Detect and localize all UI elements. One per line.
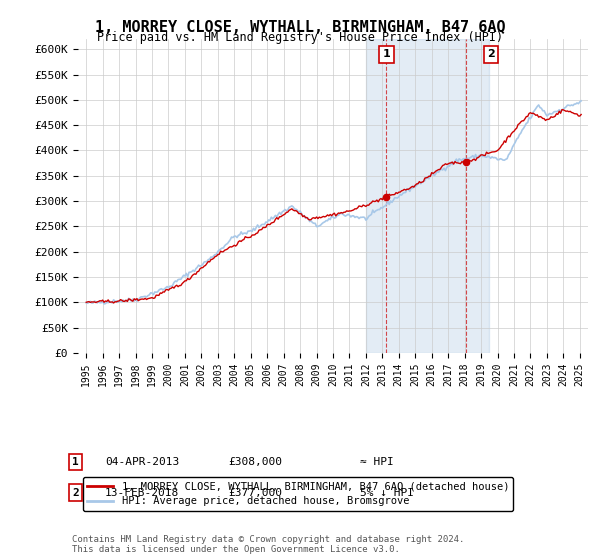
Point	[461, 157, 471, 166]
Legend: 1, MORREY CLOSE, WYTHALL, BIRMINGHAM, B47 6AQ (detached house), HPI: Average pri: 1, MORREY CLOSE, WYTHALL, BIRMINGHAM, B4…	[83, 477, 514, 511]
Text: 13-FEB-2018: 13-FEB-2018	[105, 488, 179, 498]
Text: 04-APR-2013: 04-APR-2013	[105, 457, 179, 467]
Text: Contains HM Land Registry data © Crown copyright and database right 2024.
This d: Contains HM Land Registry data © Crown c…	[72, 535, 464, 554]
Text: Price paid vs. HM Land Registry's House Price Index (HPI): Price paid vs. HM Land Registry's House …	[97, 31, 503, 44]
Text: £308,000: £308,000	[228, 457, 282, 467]
Text: £377,000: £377,000	[228, 488, 282, 498]
Text: 2: 2	[487, 49, 495, 59]
Text: 5% ↓ HPI: 5% ↓ HPI	[360, 488, 414, 498]
Text: 1: 1	[383, 49, 391, 59]
Text: 2: 2	[72, 488, 79, 498]
Text: ≈ HPI: ≈ HPI	[360, 457, 394, 467]
Text: 1, MORREY CLOSE, WYTHALL, BIRMINGHAM, B47 6AQ: 1, MORREY CLOSE, WYTHALL, BIRMINGHAM, B4…	[95, 20, 505, 35]
Point	[382, 193, 391, 202]
Text: 1: 1	[72, 457, 79, 467]
Bar	[366, 39, 489, 353]
